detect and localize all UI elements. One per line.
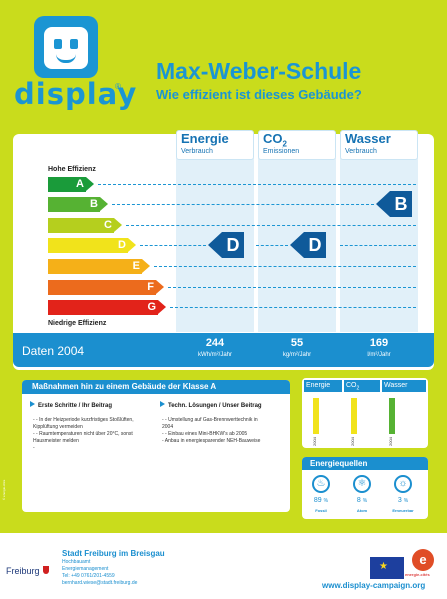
contact-phone: Tel: +49 0761/201-4559 [62, 573, 115, 579]
guide-line-g [170, 307, 416, 308]
campaign-url-link[interactable]: www.display-campaign.org [322, 581, 426, 590]
wasser-unit: l/m²/Jahr [367, 352, 391, 358]
column-subtitle: Verbrauch [345, 148, 377, 155]
side-copyright: © energie-cités [2, 479, 6, 500]
registered-mark: ® [115, 82, 121, 91]
logo-mouth [56, 54, 76, 63]
logo-eye-left [54, 39, 62, 49]
column-subtitle: Emissionen [263, 148, 300, 155]
smiley-screen-icon [44, 27, 88, 69]
mini-year-co2: 2004 [350, 437, 355, 446]
guide-line-b [112, 204, 374, 205]
mini-header-co2: CO2 [344, 380, 380, 392]
energie-rating-marker: D [208, 232, 248, 258]
energie-unit: kWh/m²/Jahr [197, 352, 232, 358]
mini-header-energie: Energie [304, 380, 342, 392]
co2-column-header: CO2 Emissionen [258, 130, 336, 160]
logo-eye-right [70, 39, 78, 49]
contact-team: Energiemanagement [62, 566, 109, 572]
guide-line-a [98, 184, 416, 185]
column-title: Wasser [345, 131, 391, 146]
measures-title: Maßnahmen hin zu einem Gebäude der Klass… [22, 380, 290, 394]
class-e-arrow: E [48, 259, 150, 274]
class-d-arrow: D [48, 238, 136, 253]
mini-bar-wasser [389, 398, 395, 434]
energie-column-header: Energie Verbrauch [176, 130, 254, 160]
source-label-atom: Atom [356, 508, 368, 513]
sun-icon: ☼ [394, 475, 412, 493]
rating-letter: D [222, 232, 244, 258]
class-letter: A [76, 178, 84, 190]
class-letter: F [147, 281, 154, 293]
co2-value: 55 [290, 337, 304, 349]
measures-box [22, 380, 290, 512]
column-title: CO [263, 131, 283, 146]
class-f-arrow: F [48, 280, 164, 295]
rating-letter: D [304, 232, 326, 258]
mini-year-energie: 2004 [312, 437, 317, 446]
mini-year-wasser: 2004 [388, 437, 393, 446]
energie-cites-label: energie-cités [405, 572, 430, 577]
source-label-fossil: Fossil [315, 508, 327, 513]
display-logo [34, 16, 98, 78]
co2-unit: kg/m²/Jahr [282, 352, 312, 358]
first-steps-text: - - In der Heizperiode kurzfristiges Sto… [33, 417, 134, 451]
guide-line-d-2 [256, 245, 288, 246]
guide-line-f [168, 287, 416, 288]
mini-header-wasser: Wasser [382, 380, 426, 392]
first-steps-heading: Erste Schritte / Ihr Beitrag [30, 401, 112, 409]
column-title: Energie [181, 131, 229, 146]
contact-dept: Hochbauamt [62, 559, 91, 565]
class-letter: C [104, 219, 112, 231]
co2-rating-marker: D [290, 232, 330, 258]
source-value-atom: 8 % [356, 497, 368, 504]
class-c-arrow: C [48, 218, 122, 233]
source-label-renewable: Erneuerbar [392, 508, 414, 513]
source-value-renewable: 3 % [397, 497, 409, 504]
freiburg-city-logo: Freiburg [6, 566, 40, 576]
class-a-arrow: A [48, 177, 94, 192]
guide-line-c [126, 225, 416, 226]
data-year-title: Daten 2004 [22, 344, 85, 358]
technical-solutions-heading: Techn. Lösungen / Unser Beitrag [160, 401, 262, 409]
class-letter: B [90, 198, 98, 210]
efficiency-question: Wie effizient ist dieses Gebäude? [156, 87, 362, 102]
atom-icon: ⚛ [353, 475, 371, 493]
class-letter: E [132, 260, 140, 272]
class-letter: D [118, 239, 126, 251]
triangle-bullet-icon [160, 401, 165, 407]
data-bar [13, 333, 434, 367]
logo-wordmark: display [14, 77, 138, 111]
energie-cites-logo: e [412, 549, 434, 571]
wasser-value: 169 [369, 337, 389, 349]
mini-bar-co2 [351, 398, 357, 434]
city-name: Stadt Freiburg im Breisgau [62, 549, 165, 558]
source-value-fossil: 89 % [313, 497, 329, 504]
class-b-arrow: B [48, 197, 108, 212]
column-title-sub: 2 [282, 139, 287, 149]
wasser-rating-marker: B [376, 191, 416, 217]
school-name: Max-Weber-Schule [156, 58, 362, 84]
triangle-bullet-icon [30, 401, 35, 407]
energie-value: 244 [205, 337, 225, 349]
high-efficiency-label: Hohe Effizienz [48, 166, 96, 173]
column-subtitle: Verbrauch [181, 148, 213, 155]
rating-letter: B [390, 191, 412, 217]
guide-line-e [154, 266, 416, 267]
class-g-arrow: G [48, 300, 166, 315]
fossil-flame-icon: ♨ [312, 475, 330, 493]
guide-line-d-3 [340, 245, 416, 246]
contact-email[interactable]: bernhard.wiese@stadt.freiburg.de [62, 580, 138, 586]
wasser-column-header: Wasser Verbrauch [340, 130, 418, 160]
mini-bar-energie [313, 398, 319, 434]
class-letter: G [147, 301, 156, 313]
energy-sources-title: Energiequellen [302, 457, 428, 470]
city-shield-icon [43, 566, 49, 574]
eu-flag-icon: ★ [370, 557, 404, 579]
technical-solutions-text: - - Umstellung auf Gas-Brennwerttechnik … [162, 417, 261, 444]
low-efficiency-label: Niedrige Effizienz [48, 320, 107, 327]
guide-line-d-1 [140, 245, 206, 246]
